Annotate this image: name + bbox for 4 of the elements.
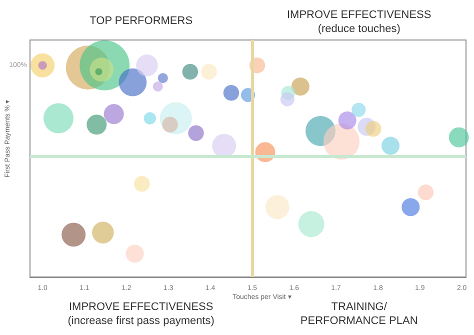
text: IMPROVE EFFECTIVENESS (reduce touches): [286, 9, 432, 35]
text: TRAINING/ PERFORMANCE PLAN: [300, 301, 418, 327]
text: IMPROVE EFFECTIVENESS (increase first pass payments): [68, 301, 214, 327]
text: TOP PERFORMERS: [90, 15, 193, 27]
